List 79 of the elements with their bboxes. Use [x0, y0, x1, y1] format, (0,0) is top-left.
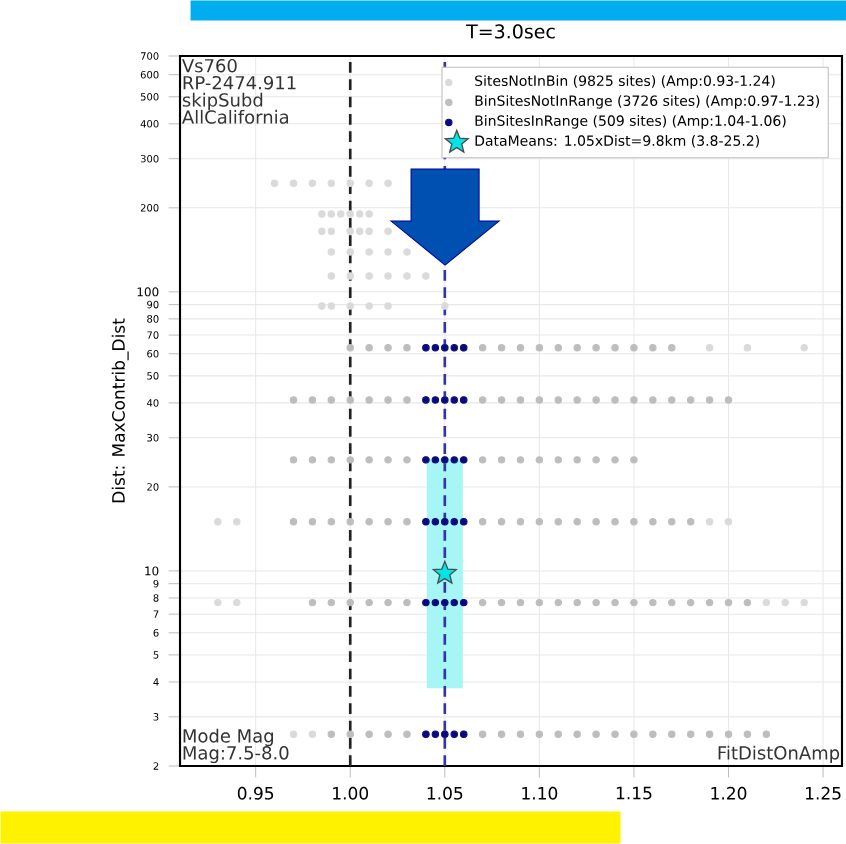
point	[337, 210, 345, 218]
point	[384, 227, 392, 235]
annotation: Mag:7.5-8.0	[183, 746, 289, 764]
point	[327, 272, 336, 280]
point	[431, 730, 440, 738]
x-tick-label: 1.05	[427, 786, 463, 800]
point	[327, 179, 336, 187]
point	[214, 598, 222, 607]
point	[365, 248, 373, 256]
point	[289, 179, 298, 187]
y-axis-title: Dist: MaxContrib_Dist	[111, 318, 129, 503]
annotation: Mode Mag	[183, 728, 273, 747]
point	[450, 730, 459, 738]
point	[450, 598, 459, 607]
annotation: RP-2474.911	[183, 75, 296, 90]
x-tick-label: 1.20	[711, 786, 747, 800]
point	[318, 210, 326, 218]
point	[308, 179, 317, 187]
point	[431, 344, 440, 352]
point	[308, 730, 317, 738]
point	[450, 456, 459, 464]
point	[384, 248, 392, 256]
x-tick-label: 0.95	[237, 786, 274, 800]
point	[346, 272, 354, 280]
point	[705, 344, 714, 352]
x-tick-label: 1.00	[333, 786, 369, 800]
point	[441, 302, 449, 310]
point	[431, 456, 440, 464]
point	[365, 272, 373, 280]
point	[450, 344, 459, 352]
point	[450, 518, 459, 526]
point	[346, 248, 354, 256]
point	[355, 210, 364, 218]
annotation: Vs760	[182, 58, 237, 73]
point	[431, 396, 440, 404]
x-tick-label: 1.10	[522, 786, 558, 800]
chart-title: T=3.0sec	[466, 24, 555, 39]
point	[431, 518, 440, 526]
point	[327, 210, 336, 218]
point	[214, 518, 222, 526]
point	[346, 179, 354, 187]
point	[384, 302, 392, 310]
point	[318, 227, 326, 235]
point	[355, 227, 364, 235]
point	[346, 302, 354, 310]
point	[384, 179, 392, 187]
point	[800, 344, 808, 352]
x-tick-label: 1.15	[616, 786, 652, 800]
point	[270, 179, 279, 187]
point	[800, 598, 808, 607]
point	[403, 248, 411, 256]
point	[403, 272, 411, 280]
point	[743, 344, 752, 352]
point	[346, 227, 354, 235]
point	[327, 227, 336, 235]
annotation: AllCalifornia	[182, 109, 289, 124]
point	[365, 227, 373, 235]
point	[318, 302, 326, 310]
point	[365, 210, 373, 218]
point	[762, 598, 771, 607]
point	[705, 518, 714, 526]
point	[233, 518, 241, 526]
point	[346, 210, 354, 218]
point	[365, 302, 373, 310]
point	[450, 396, 459, 404]
point	[384, 272, 392, 280]
point	[327, 302, 336, 310]
point	[289, 730, 298, 738]
point	[432, 560, 457, 584]
annotation: skipSubd	[182, 92, 263, 111]
point	[431, 598, 440, 607]
point	[327, 248, 336, 256]
point	[724, 518, 733, 526]
annotation: FitDistOnAmp	[718, 745, 840, 764]
point	[233, 598, 241, 607]
x-tick-label: 1.25	[806, 786, 841, 800]
point	[781, 598, 789, 607]
point	[422, 272, 430, 280]
point	[365, 179, 373, 187]
